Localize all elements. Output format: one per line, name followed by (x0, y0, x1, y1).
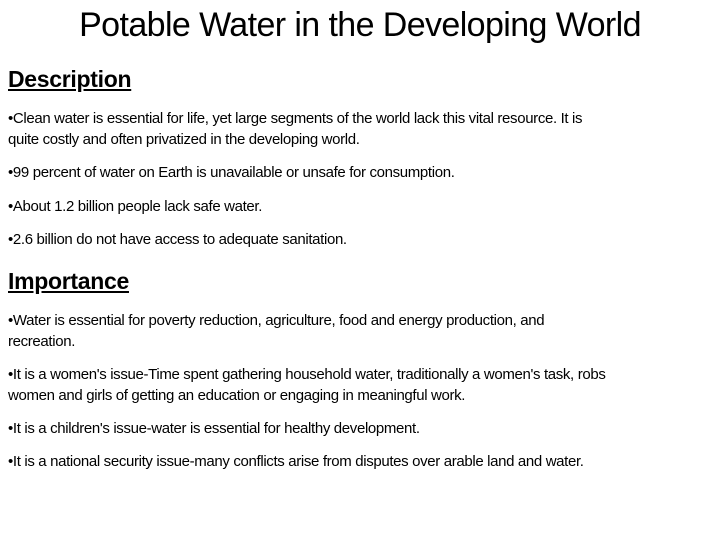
section-heading-description: Description (8, 66, 132, 92)
bullet-line: •About 1.2 billion people lack safe wate… (8, 198, 263, 215)
slide-title: Potable Water in the Developing World (79, 6, 641, 44)
section-heading-importance: Importance (8, 268, 129, 294)
bullet-line: •Water is essential for poverty reductio… (8, 312, 545, 329)
bullet-line: recreation. (8, 333, 76, 350)
bullet-line: •It is a women's issue-Time spent gather… (8, 366, 606, 383)
bullet-line: •2.6 billion do not have access to adequ… (8, 231, 347, 248)
bullet-line: •It is a children's issue-water is essen… (8, 420, 420, 437)
bullet-line: •Clean water is essential for life, yet … (8, 110, 583, 127)
bullet-line: •It is a national security issue-many co… (8, 453, 584, 470)
bullet-line: quite costly and often privatized in the… (8, 131, 360, 148)
bullet-line: women and girls of getting an education … (8, 387, 466, 404)
bullet-line: •99 percent of water on Earth is unavail… (8, 164, 455, 181)
